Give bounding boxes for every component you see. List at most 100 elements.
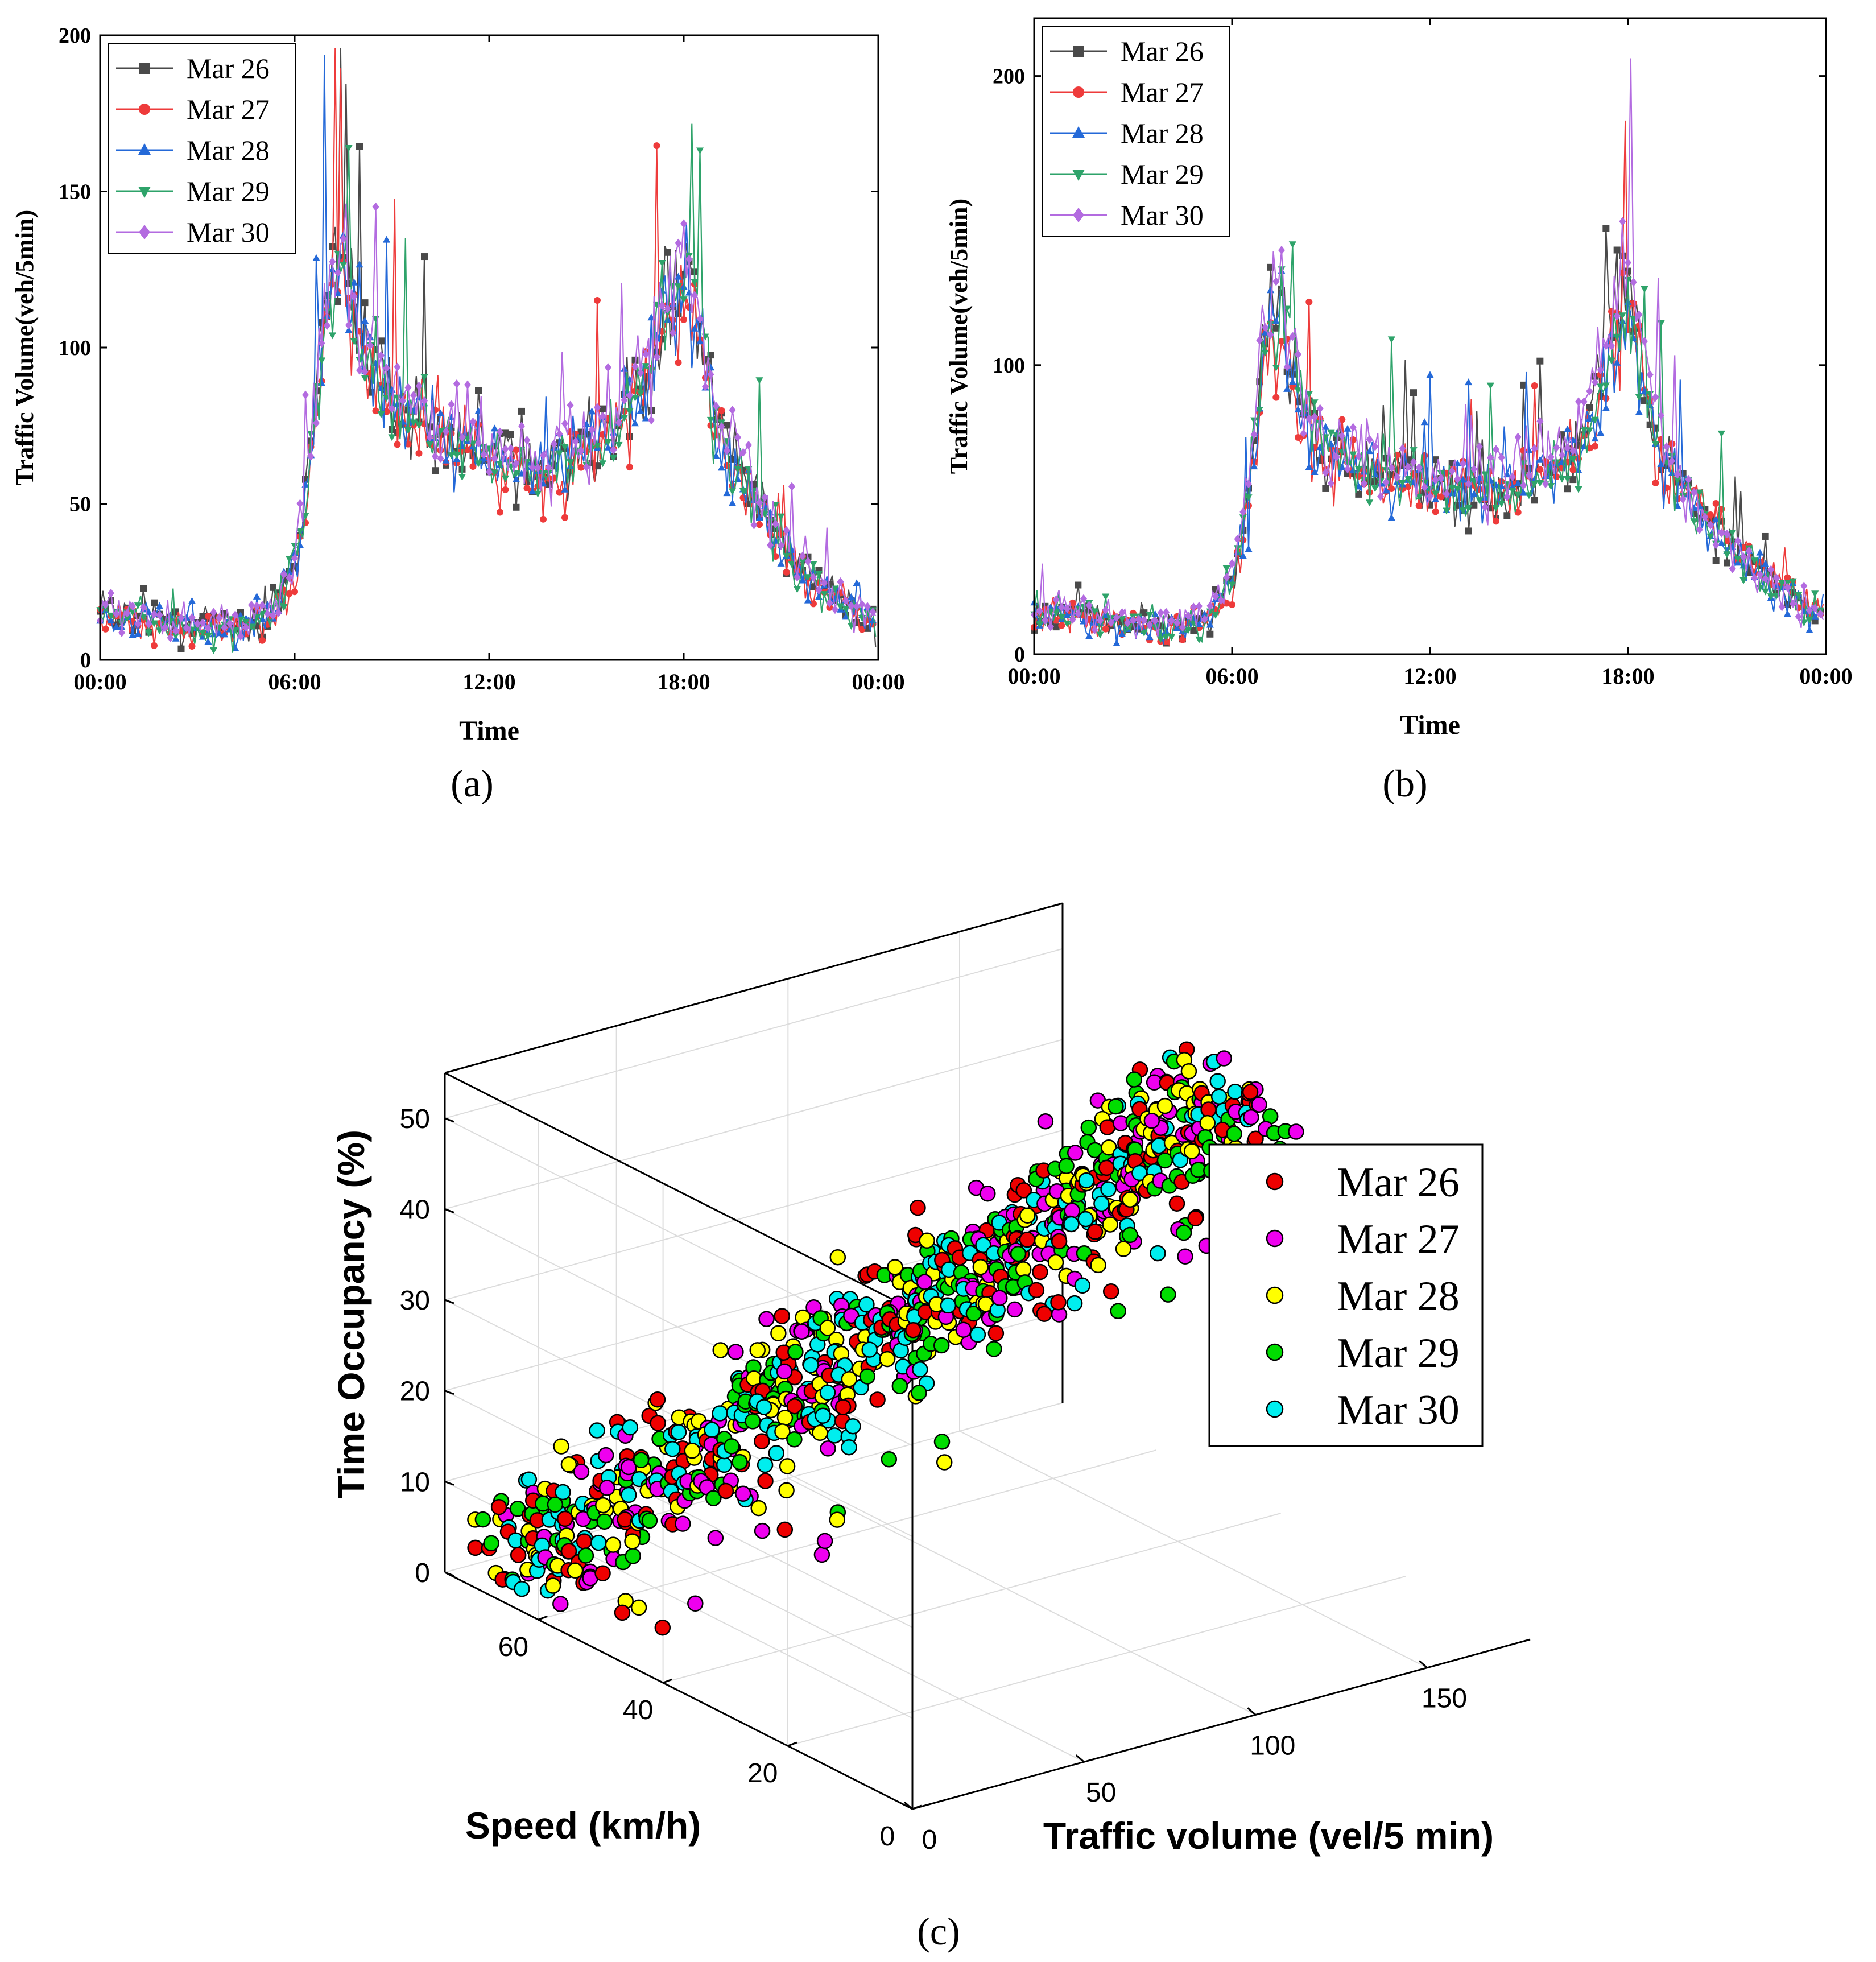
data-point: [307, 452, 315, 461]
data-point: [280, 604, 288, 611]
data-point: [453, 379, 460, 389]
data-point: [1597, 429, 1605, 436]
data-point: [1234, 545, 1242, 552]
data-point: [848, 601, 855, 610]
data-point: [691, 279, 699, 286]
data-point: [1256, 336, 1263, 345]
data-point: [1762, 532, 1769, 540]
data-point: [664, 249, 671, 256]
data-point: [696, 314, 704, 324]
data-point: [594, 297, 601, 304]
data-point: [724, 446, 730, 455]
data-point: [1454, 474, 1461, 484]
data-point: [1690, 518, 1698, 526]
data-point: [642, 414, 650, 422]
x-tick-label: 50: [1086, 1778, 1116, 1808]
data-point: [291, 543, 299, 550]
data-point: [436, 409, 445, 416]
data-point: [1058, 622, 1065, 629]
data-point: [680, 296, 688, 304]
data-point: [588, 425, 596, 435]
data-point: [404, 383, 412, 393]
data-point: [1077, 1211, 1094, 1228]
data-point: [1216, 1050, 1233, 1067]
data-point: [706, 416, 715, 424]
data-point: [1063, 611, 1071, 618]
data-point: [539, 470, 547, 477]
data-point: [458, 433, 466, 442]
data-point: [1278, 338, 1285, 345]
data-point: [1493, 445, 1499, 454]
data-point: [1460, 459, 1466, 469]
data-point: [745, 440, 752, 450]
data-point: [1404, 476, 1412, 483]
data-point: [1355, 451, 1362, 461]
data-point: [1559, 451, 1565, 460]
data-point: [1519, 489, 1527, 496]
data-point: [258, 610, 266, 618]
data-point: [1437, 493, 1445, 501]
data-point: [1536, 357, 1544, 365]
legend-label: Mar 28: [1121, 117, 1204, 149]
data-point: [1217, 596, 1225, 605]
data-point: [1701, 512, 1709, 522]
data-point: [1805, 617, 1813, 624]
data-point: [523, 459, 531, 466]
data-point: [1157, 608, 1164, 618]
data-point: [955, 1321, 972, 1338]
data-point: [1278, 245, 1285, 255]
data-point: [625, 1548, 641, 1564]
data-point: [1150, 1245, 1166, 1262]
data-point: [1168, 634, 1176, 641]
legend-marker: [138, 143, 151, 155]
grid-line: [787, 1477, 1256, 1716]
data-point: [768, 1445, 785, 1461]
data-point: [1151, 616, 1159, 625]
data-point: [778, 1482, 795, 1499]
data-point: [113, 609, 120, 618]
data-point: [1432, 456, 1439, 464]
data-point: [1179, 636, 1186, 643]
data-point: [1624, 298, 1632, 305]
data-point: [1135, 614, 1142, 624]
data-point: [1122, 1191, 1138, 1208]
data-point: [345, 144, 353, 152]
data-point: [1382, 467, 1390, 474]
data-point: [633, 1452, 650, 1469]
data-point: [1223, 600, 1230, 607]
data-point: [151, 599, 158, 606]
z-tick-label: 20: [400, 1377, 430, 1407]
data-point: [1311, 412, 1318, 422]
data-point: [1553, 473, 1560, 481]
data-point: [642, 363, 650, 370]
data-point: [861, 1341, 878, 1358]
data-point: [426, 432, 433, 442]
data-point: [382, 236, 391, 243]
data-point: [734, 466, 742, 473]
data-point: [684, 1442, 701, 1459]
data-point: [1679, 494, 1687, 504]
data-point: [1706, 533, 1714, 540]
data-point: [821, 578, 828, 588]
panel-a: 00:00 06:00 12:00 18:00 00:00050100150200Tim…: [11, 24, 905, 746]
data-point: [162, 623, 168, 632]
data-point: [649, 1391, 666, 1408]
data-point: [605, 363, 611, 372]
data-point: [1226, 1125, 1242, 1142]
y-tick-label: 40: [623, 1695, 653, 1725]
data-point: [869, 616, 877, 623]
data-point: [815, 571, 823, 578]
data-point: [1234, 534, 1241, 544]
data-point: [1118, 608, 1126, 617]
data-point: [1625, 267, 1631, 275]
series-line: [1033, 271, 1824, 646]
data-point: [425, 441, 434, 449]
data-point: [442, 456, 450, 464]
data-point: [788, 561, 796, 568]
series-line: [99, 203, 877, 638]
data-point: [712, 1342, 729, 1358]
data-point: [502, 486, 509, 493]
data-point: [540, 515, 547, 523]
data-point: [1067, 1145, 1084, 1161]
data-point: [1090, 1257, 1106, 1274]
